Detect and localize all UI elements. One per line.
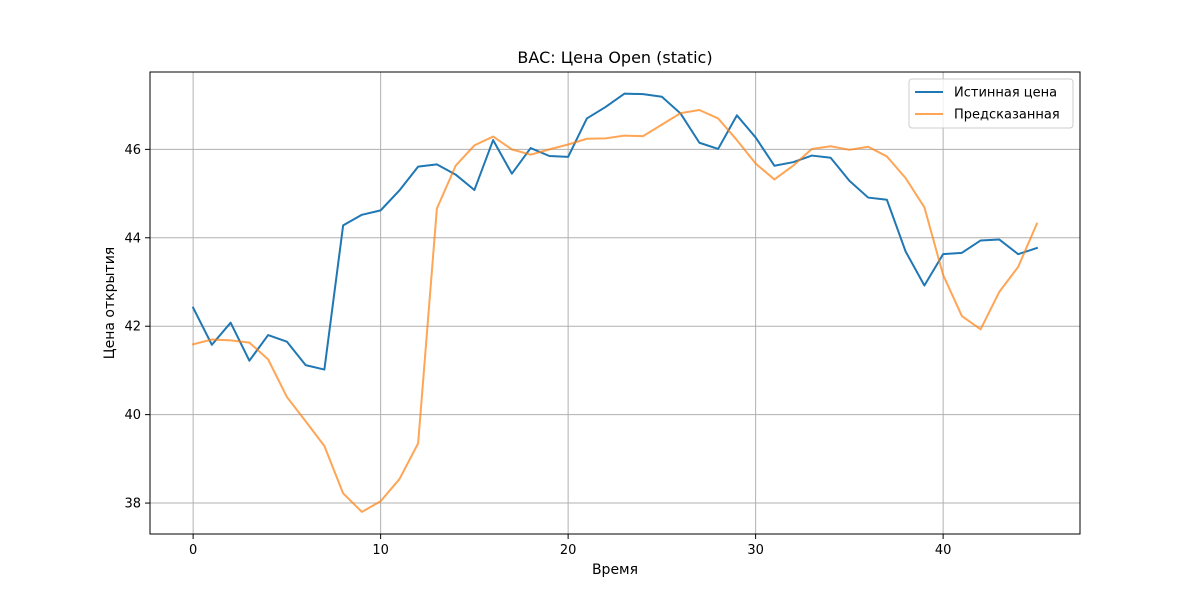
y-tick-label: 38	[124, 497, 141, 512]
x-tick-label: 0	[189, 543, 197, 558]
series-line-2	[191, 109, 1039, 513]
x-tick-label: 20	[560, 543, 577, 558]
legend-box	[908, 78, 1074, 129]
series-line-1	[191, 92, 1039, 371]
axis-ticks: 0 10 20 30 40 38 40 42 44 46	[124, 143, 951, 558]
y-tick-label: 40	[124, 408, 141, 423]
series-lines	[191, 92, 1039, 513]
legend-label-1: Истинная цена	[954, 86, 1057, 101]
x-tick-label: 30	[747, 543, 764, 558]
x-tick-label: 40	[935, 543, 952, 558]
plot-area-frame	[149, 71, 1081, 535]
grid-lines	[150, 72, 1080, 534]
x-axis-label: Время	[592, 562, 638, 578]
y-tick-label: 44	[124, 231, 141, 246]
y-tick-label: 42	[124, 320, 141, 335]
y-axis-label: Цена открытия	[102, 247, 118, 359]
chart-title: BAC: Цена Open (static)	[517, 48, 712, 67]
x-tick-label: 10	[372, 543, 389, 558]
legend: Истинная цена Предсказанная	[908, 78, 1074, 129]
y-tick-label: 46	[124, 143, 141, 158]
legend-label-2: Предсказанная	[954, 108, 1060, 123]
